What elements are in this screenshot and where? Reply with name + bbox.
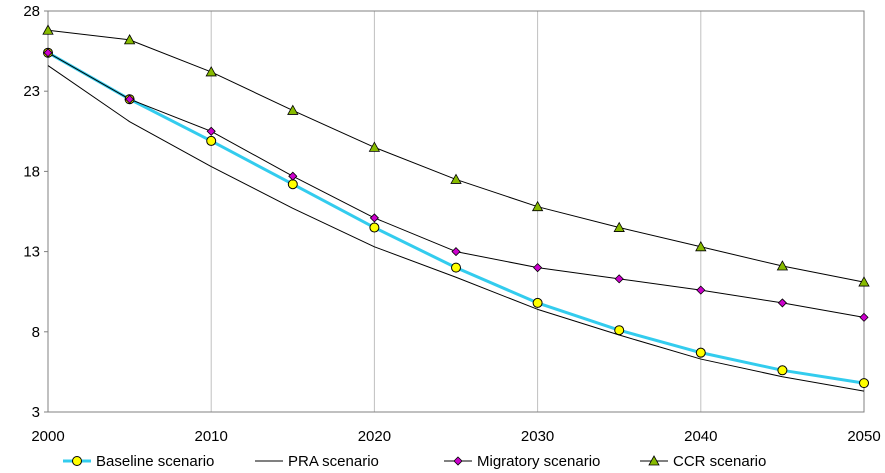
legend-label-1: PRA scenario: [288, 453, 379, 470]
series-2-point-2: [206, 126, 216, 136]
series-3-point-2: [205, 66, 217, 77]
series-3-point-10: [858, 276, 870, 287]
series-3-point-9: [776, 260, 789, 271]
series-2-point-7: [614, 274, 624, 284]
y-tick-label-5: 28: [23, 3, 40, 20]
y-axis-ticks: 3 8 13 18 23 28: [23, 3, 48, 421]
legend-marker-0: [72, 456, 82, 466]
legend-label-3: CCR scenario: [673, 453, 766, 470]
x-tick-label-2: 2020: [358, 428, 391, 445]
y-tick-label-0: 3: [32, 404, 40, 421]
grid-lines: [47, 11, 865, 412]
series-3-point-6: [531, 200, 544, 212]
series-3-point-0: [42, 24, 54, 35]
series-3-point-3: [287, 104, 299, 115]
legend: Baseline scenario PRA scenario Migratory s…: [63, 453, 766, 470]
legend-marker-2: [453, 456, 463, 466]
series-2-point-5: [451, 247, 461, 257]
series-0-point-10: [859, 378, 869, 389]
series-0-point-8: [695, 347, 706, 358]
series-0-point-6: [532, 297, 543, 308]
series-2-point-8: [696, 285, 706, 295]
series-2-point-1: [125, 94, 135, 104]
x-tick-label-1: 2010: [195, 428, 228, 445]
x-tick-label-0: 2000: [31, 428, 64, 445]
series-0-point-2: [206, 135, 217, 146]
series-0-point-7: [614, 325, 625, 336]
y-tick-label-3: 18: [23, 163, 40, 180]
x-tick-label-5: 2050: [847, 428, 880, 445]
series-3-point-5: [450, 173, 462, 184]
series-3-point-1: [123, 34, 136, 45]
y-tick-label-1: 8: [32, 324, 40, 341]
series-markers: [42, 24, 870, 389]
series-2-point-6: [533, 263, 543, 273]
plot-area-border: [47, 10, 865, 413]
series-3-point-4: [368, 141, 381, 152]
series-0-point-5: [451, 262, 461, 273]
series-3-point-7: [613, 221, 625, 232]
series-2-point-9: [777, 298, 787, 308]
series-2-point-4: [369, 213, 379, 223]
series-2-point-0: [43, 48, 53, 58]
legend-label-2: Migratory scenario: [477, 453, 600, 470]
series-2-point-10: [859, 312, 869, 322]
series-0-point-4: [369, 222, 380, 233]
series-lines: [47, 29, 865, 392]
series-line-1: [47, 65, 865, 392]
series-3-point-8: [695, 240, 707, 252]
y-tick-label-2: 13: [23, 244, 40, 261]
legend-marker-3: [648, 455, 660, 466]
series-0-point-9: [777, 365, 788, 376]
series-0-point-3: [287, 179, 298, 190]
y-tick-label-4: 23: [23, 83, 40, 100]
x-tick-label-3: 2030: [521, 428, 554, 445]
series-line-3: [47, 29, 865, 283]
x-tick-label-4: 2040: [684, 428, 717, 445]
legend-label-0: Baseline scenario: [96, 453, 214, 470]
x-axis-ticks: 2000 2010 2020 2030 2040 2050: [31, 428, 880, 445]
series-2-point-3: [288, 171, 298, 181]
series-line-0: [47, 51, 865, 385]
